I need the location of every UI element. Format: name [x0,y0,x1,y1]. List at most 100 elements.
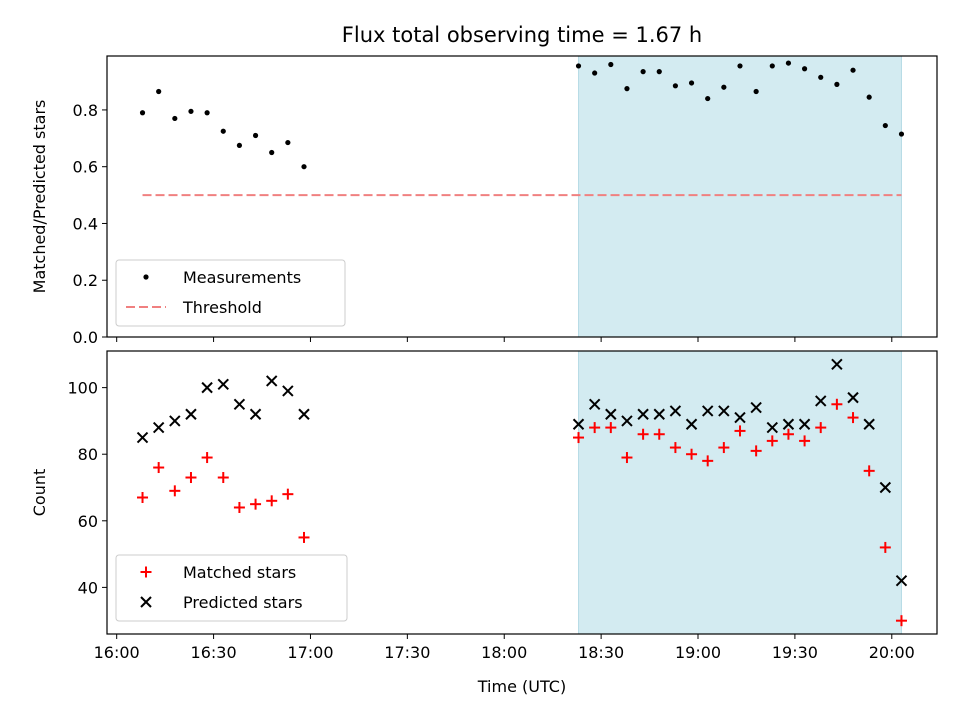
point-x-25 [798,418,811,430]
point-x-14 [621,415,633,427]
point-dot-20-shape [721,84,727,90]
point-dot-15-shape [640,69,646,75]
point-x-23-b [766,421,778,434]
point-x-6-b [233,398,246,410]
axes-frame [106,55,938,338]
x-tick-label-1: 16:30 [191,643,237,662]
point-dot-31 [898,131,905,137]
legend-label-0: Matched stars [183,563,296,582]
point-dot-3-shape [188,108,194,114]
point-plus-9 [282,488,294,500]
point-x-5 [217,378,229,391]
point-plus-28 [847,412,859,424]
x-tick-label-7: 19:30 [772,643,818,662]
point-dot-27 [834,81,840,87]
point-dot-10-shape [301,164,307,170]
point-plus-1 [153,462,165,474]
point-dot-14-shape [624,86,630,92]
point-dot-11-shape [575,63,582,69]
y-tick-label-3: 0.6 [73,158,98,177]
x-tick-label-3: 17:30 [384,643,430,662]
y-tick-label-3: 100 [67,379,98,398]
point-plus-11 [573,432,585,444]
point-plus-0 [137,491,149,503]
point-x-21 [734,411,746,424]
point-dot-0-shape [139,110,146,116]
point-x-30 [879,481,892,494]
legend-label-0: Measurements [183,268,301,287]
point-x-15-b [637,408,649,420]
point-dot-15 [640,69,646,75]
point-dot-3 [188,108,194,114]
point-dot-9 [285,139,291,146]
legend-swatch-0-shape [143,274,149,280]
point-dot-21-shape [737,63,743,69]
point-dot-5-shape [220,128,226,134]
y-axis-label: Count [30,469,49,517]
point-plus-17 [669,442,681,454]
ratio-panel: 0.0 0.2 0.4 0.6 0.8 Matched/Predicted stars Me… [30,55,938,347]
point-dot-18-shape [688,80,695,86]
point-dot-31-shape [898,131,905,137]
point-plus-10 [298,531,310,543]
point-x-29 [863,418,875,430]
x-tick-label-2: 17:00 [287,643,333,662]
point-x-12-b [588,398,601,410]
point-dot-28-shape [850,67,856,73]
point-plus-12 [589,422,601,434]
legend-label-1: Threshold [182,298,262,317]
point-x-26-b [815,395,827,407]
point-x-2 [169,415,181,427]
point-dot-8 [269,149,275,156]
point-x-3-b [185,408,197,420]
point-dot-0 [139,110,146,116]
legend-label-1: Predicted stars [183,593,303,612]
point-dot-1-shape [156,88,162,95]
point-dot-27-shape [834,81,840,87]
point-plus-4 [201,452,213,464]
point-x-4-b [201,381,213,394]
point-dot-25-shape [801,66,808,72]
legend-box [115,554,348,622]
point-plus-15 [637,428,649,440]
point-plus-19 [702,455,714,467]
legend-swatch-1 [140,596,152,608]
point-x-9-b [282,385,294,397]
chart-title: Flux total observing time = 1.67 h [342,23,702,47]
point-dot-17-shape [672,83,679,89]
point-dot-23 [769,63,775,69]
point-plus-30 [879,541,891,553]
point-dot-17 [672,83,679,89]
point-dot-7 [252,132,259,139]
point-x-9 [282,385,294,397]
point-plus-6 [233,501,245,513]
point-plus-16 [653,428,665,440]
point-x-28 [847,391,859,404]
point-dot-24-shape [785,60,792,66]
legend-swatch-0 [140,566,152,578]
point-x-17-b [669,405,682,417]
y-tick-label-1: 0.2 [73,271,98,290]
point-x-22 [750,401,762,414]
point-dot-4 [204,110,210,116]
point-x-20-b [718,405,730,417]
point-dot-16 [656,69,662,75]
point-dot-9-shape [285,139,291,146]
point-x-22-b [750,401,762,414]
point-plus-24 [782,428,794,440]
point-x-8 [266,375,278,387]
x-tick-label-4: 18:00 [481,643,527,662]
point-x-23 [766,421,778,434]
point-x-19-b [701,405,714,417]
point-plus-14 [621,452,633,464]
point-plus-2 [169,485,181,497]
point-dot-19-shape [705,95,711,102]
point-x-1 [152,421,165,434]
legend-box [115,259,346,327]
point-x-11-b [572,418,585,430]
point-plus-7 [250,498,262,510]
legend-swatch-1-b [140,596,152,608]
point-x-19 [701,405,714,417]
point-dot-11 [575,63,582,69]
point-x-21-b [734,411,746,424]
